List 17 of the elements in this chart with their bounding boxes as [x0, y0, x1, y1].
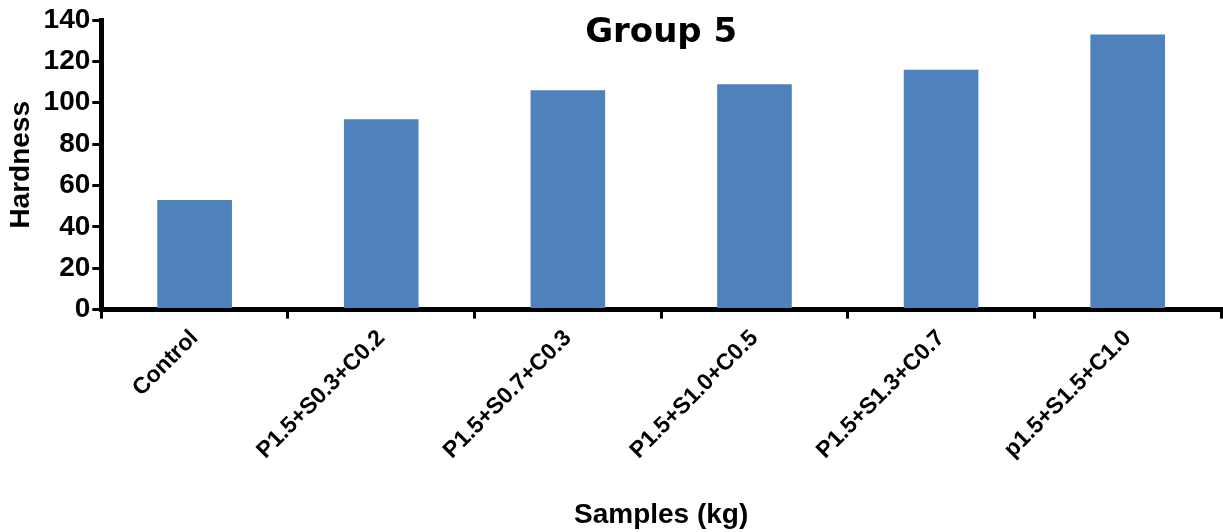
y-tick-label: 60: [59, 168, 91, 200]
chart-title: Group 5: [585, 9, 738, 50]
y-tick-label: 40: [59, 209, 91, 241]
bar: [157, 199, 232, 309]
y-tick-label: 140: [43, 2, 91, 34]
x-axis-title: Samples (kg): [574, 497, 749, 529]
bar: [530, 90, 606, 309]
y-tick-label: 120: [43, 44, 91, 76]
y-tick-label: 100: [43, 85, 91, 117]
y-axis-title: Hardness: [3, 101, 35, 229]
y-tick-label: 20: [59, 250, 91, 282]
y-tick-label: 80: [59, 126, 91, 158]
y-tick-label: 0: [74, 292, 91, 324]
bar: [343, 119, 419, 309]
bar: [903, 69, 979, 309]
bar: [717, 84, 792, 309]
bar: [1090, 34, 1166, 309]
